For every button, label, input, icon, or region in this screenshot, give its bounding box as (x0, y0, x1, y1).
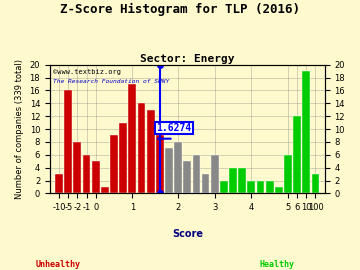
Bar (312, 174, 319, 193)
Text: ©www.textbiz.org: ©www.textbiz.org (53, 69, 121, 75)
Bar (183, 161, 191, 193)
Text: Z-Score Histogram for TLP (2016): Z-Score Histogram for TLP (2016) (60, 3, 300, 16)
Bar (138, 103, 145, 193)
Text: The Research Foundation of SUNY: The Research Foundation of SUNY (53, 79, 169, 84)
Bar (257, 181, 265, 193)
Bar (156, 136, 164, 193)
Bar (193, 155, 200, 193)
Bar (229, 168, 237, 193)
Text: Unhealthy: Unhealthy (36, 260, 81, 269)
Bar (92, 161, 100, 193)
Bar (174, 142, 182, 193)
Bar (293, 116, 301, 193)
Bar (119, 123, 127, 193)
Bar (247, 181, 255, 193)
Title: Sector: Energy: Sector: Energy (140, 54, 234, 64)
Bar (202, 174, 210, 193)
Bar (266, 181, 274, 193)
Bar (211, 155, 219, 193)
Bar (110, 136, 118, 193)
Bar (129, 84, 136, 193)
Bar (165, 148, 173, 193)
Bar (101, 187, 109, 193)
Bar (64, 90, 72, 193)
Bar (55, 174, 63, 193)
Bar (302, 71, 310, 193)
Y-axis label: Number of companies (339 total): Number of companies (339 total) (15, 59, 24, 199)
Bar (275, 187, 283, 193)
Bar (147, 110, 154, 193)
Bar (238, 168, 246, 193)
X-axis label: Score: Score (172, 229, 203, 239)
Text: 1.6274: 1.6274 (156, 123, 192, 133)
Text: Healthy: Healthy (259, 260, 294, 269)
Bar (220, 181, 228, 193)
Bar (73, 142, 81, 193)
Bar (284, 155, 292, 193)
Bar (83, 155, 90, 193)
